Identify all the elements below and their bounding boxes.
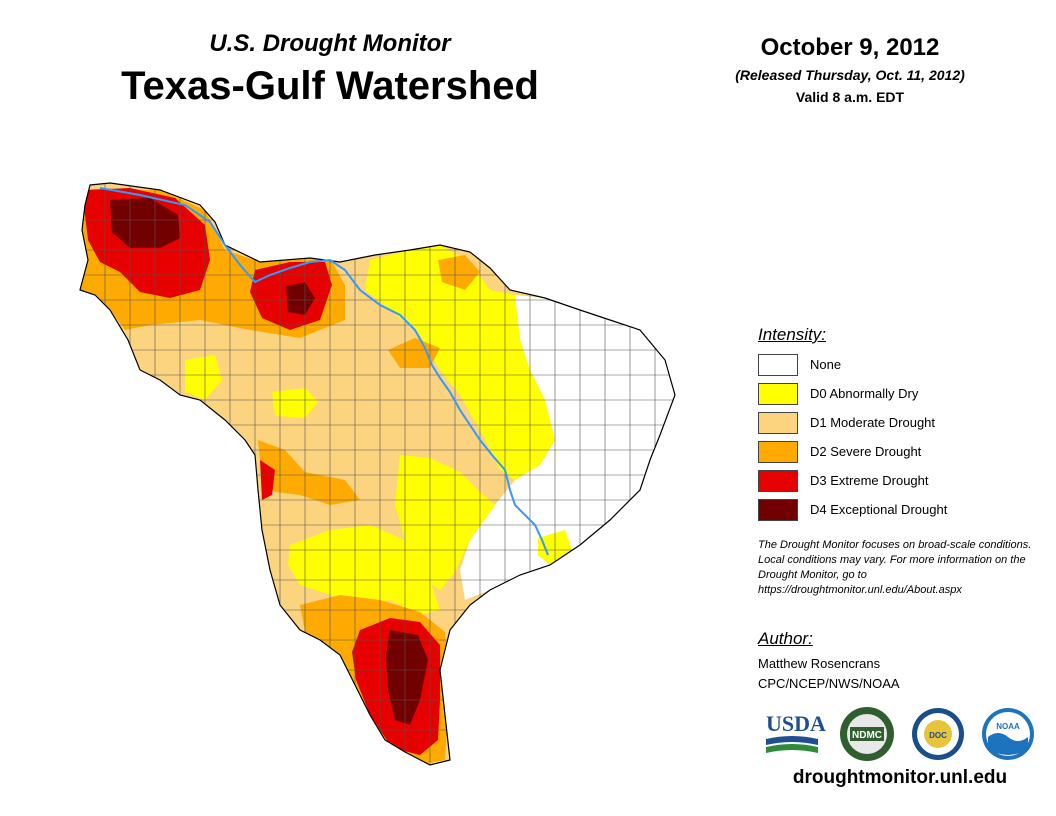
d2-region-west bbox=[258, 440, 360, 505]
doc-logo: DOC bbox=[912, 708, 964, 760]
d0-region-west bbox=[185, 355, 222, 400]
d4-region-northwest bbox=[110, 198, 180, 248]
map-subtitle: U.S. Drought Monitor bbox=[209, 30, 451, 57]
agency-logos: USDA NDMC DOC NOAA bbox=[766, 707, 1034, 761]
legend-item: D2 Severe Drought bbox=[758, 441, 1018, 465]
author-name: Matthew Rosencrans bbox=[758, 656, 881, 671]
legend-label: D3 Extreme Drought bbox=[810, 473, 929, 488]
svg-text:NOAA: NOAA bbox=[996, 722, 1020, 731]
d3-region-west bbox=[260, 460, 275, 500]
website-url[interactable]: droughtmonitor.unl.edu bbox=[792, 767, 1008, 788]
legend-label: D2 Severe Drought bbox=[810, 444, 922, 459]
legend-item: D4 Exceptional Drought bbox=[758, 499, 1018, 523]
drought-map bbox=[79, 182, 676, 766]
legend-swatch bbox=[758, 354, 798, 376]
author-org: CPC/NCEP/NWS/NOAA bbox=[758, 676, 900, 691]
legend-swatch bbox=[758, 412, 798, 434]
legend-label: None bbox=[810, 357, 842, 372]
legend-label: D1 Moderate Drought bbox=[810, 415, 936, 430]
legend-item: None bbox=[758, 354, 1018, 378]
d0-region-central bbox=[395, 455, 495, 590]
red-river bbox=[99, 187, 549, 556]
d0-region-south bbox=[288, 525, 440, 615]
ndmc-logo: NDMC bbox=[840, 707, 894, 761]
legend-swatch bbox=[758, 470, 798, 492]
legend-swatch bbox=[758, 383, 798, 405]
watershed-outline bbox=[79, 182, 676, 766]
svg-text:DOC: DOC bbox=[929, 731, 947, 740]
release-note: (Released Thursday, Oct. 11, 2012) bbox=[735, 67, 965, 83]
disclaimer-text: The Drought Monitor focuses on broad-sca… bbox=[758, 539, 1032, 596]
map-date: October 9, 2012 bbox=[760, 34, 940, 61]
legend-label: D4 Exceptional Drought bbox=[810, 502, 948, 517]
d0-region-northeast bbox=[365, 245, 555, 480]
author-heading: Author: bbox=[758, 629, 813, 648]
d4-region-south bbox=[386, 630, 428, 725]
none-region bbox=[460, 295, 675, 600]
usda-logo: USDA bbox=[766, 711, 826, 753]
legend-title: Intensity: bbox=[758, 325, 827, 344]
legend-item: D0 Abnormally Dry bbox=[758, 383, 1018, 407]
svg-text:USDA: USDA bbox=[766, 711, 826, 736]
legend-swatch bbox=[758, 499, 798, 521]
legend-label: D0 Abnormally Dry bbox=[810, 386, 919, 401]
legend-swatch bbox=[758, 441, 798, 463]
legend-item: D1 Moderate Drought bbox=[758, 412, 1018, 436]
svg-text:NDMC: NDMC bbox=[852, 730, 882, 741]
d0-region-west2 bbox=[272, 388, 318, 418]
valid-time: Valid 8 a.m. EDT bbox=[795, 89, 905, 105]
d4-region-north bbox=[286, 282, 315, 315]
map-title: Texas-Gulf Watershed bbox=[121, 64, 539, 108]
legend-item: D3 Extreme Drought bbox=[758, 470, 1018, 494]
d2-region-center bbox=[388, 338, 440, 368]
noaa-logo: NOAA bbox=[982, 708, 1034, 760]
d2-region-northeast bbox=[438, 255, 480, 290]
